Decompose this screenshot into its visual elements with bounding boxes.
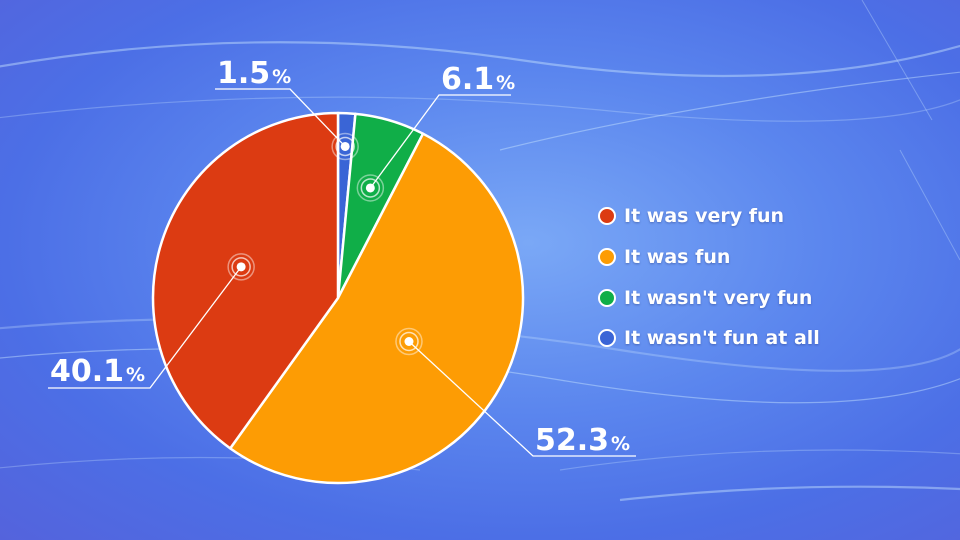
legend-swatch-very-fun xyxy=(598,207,616,226)
data-label-unit: % xyxy=(611,433,630,455)
data-label-unit: % xyxy=(126,364,145,386)
background-streak xyxy=(899,149,960,261)
background-streak xyxy=(499,71,960,151)
marker-ring-inner xyxy=(335,136,355,157)
legend-swatch-not-fun-at-all xyxy=(598,329,616,348)
background-streak xyxy=(619,485,960,502)
leader-line-very-fun xyxy=(48,266,242,389)
marker-ring-outer xyxy=(227,253,255,281)
pie-slice-very-fun xyxy=(151,111,340,450)
data-label-fun: 52.3% xyxy=(535,423,630,458)
legend-swatch-fun xyxy=(598,248,616,267)
legend-item-fun: It was fun xyxy=(598,237,928,278)
data-label-unit: % xyxy=(272,66,291,88)
marker-dot xyxy=(340,141,350,151)
marker-ring-outer xyxy=(331,132,359,161)
data-label-value: 40.1 xyxy=(50,354,124,389)
marker-ring-outer xyxy=(395,327,423,356)
legend-swatch-not-very-fun xyxy=(598,288,616,307)
legend-item-not-fun-at-all: It wasn't fun at all xyxy=(598,318,928,359)
leader-line-fun xyxy=(408,341,636,457)
marker-ring-outer xyxy=(356,174,385,202)
legend: It was very fun It was fun It wasn't ver… xyxy=(598,196,928,359)
background-streak xyxy=(559,449,960,471)
background-streak xyxy=(0,96,960,122)
legend-item-not-very-fun: It wasn't very fun xyxy=(598,277,928,318)
legend-label-not-fun-at-all: It wasn't fun at all xyxy=(624,327,820,350)
leader-line-not-fun-at-all xyxy=(215,88,346,147)
data-label-very-fun: 40.1% xyxy=(50,354,145,389)
data-label-value: 52.3 xyxy=(535,423,609,458)
legend-label-not-very-fun: It wasn't very fun xyxy=(624,286,813,309)
data-label-not-fun-at-all: 1.5% xyxy=(217,56,291,91)
data-label-value: 1.5 xyxy=(217,56,270,91)
legend-item-very-fun: It was very fun xyxy=(598,196,928,237)
data-label-value: 6.1 xyxy=(441,62,494,97)
legend-label-fun: It was fun xyxy=(624,246,731,269)
leader-line-not-very-fun xyxy=(369,94,511,189)
background-streak xyxy=(861,0,933,121)
pie-slice-fun xyxy=(228,132,525,485)
marker-dot xyxy=(365,183,375,193)
background-streak xyxy=(0,41,960,78)
background-streak xyxy=(0,348,960,404)
data-label-not-very-fun: 6.1% xyxy=(441,62,515,97)
marker-ring-inner xyxy=(360,178,381,198)
legend-label-very-fun: It was very fun xyxy=(624,205,785,228)
marker-ring-inner xyxy=(231,257,251,277)
marker-dot xyxy=(404,336,414,346)
marker-dot xyxy=(236,262,246,272)
marker-ring-inner xyxy=(399,331,419,352)
pie-chart xyxy=(151,111,525,485)
pie-callouts: 40.1 %52.3 %6.1 %1.5% xyxy=(48,56,636,458)
data-label-unit: % xyxy=(496,72,515,94)
